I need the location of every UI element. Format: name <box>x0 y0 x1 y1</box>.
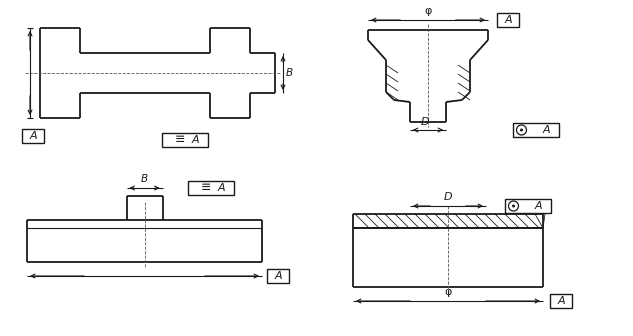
Text: φ: φ <box>444 287 452 297</box>
Bar <box>513 123 559 137</box>
Text: ≡: ≡ <box>200 181 211 195</box>
Text: ≡: ≡ <box>175 133 185 146</box>
Text: B: B <box>141 174 148 184</box>
Text: A: A <box>542 125 550 135</box>
Circle shape <box>520 128 523 131</box>
Circle shape <box>512 205 515 208</box>
Text: A: A <box>274 271 282 281</box>
Bar <box>267 269 289 283</box>
Bar <box>550 294 572 308</box>
Text: A: A <box>535 201 542 211</box>
Bar <box>22 129 44 143</box>
Bar <box>497 13 519 27</box>
Text: A: A <box>29 131 37 141</box>
Text: A: A <box>505 15 512 25</box>
Bar <box>505 199 551 213</box>
Text: D: D <box>421 117 429 127</box>
Text: A: A <box>217 183 225 193</box>
Bar <box>162 133 208 147</box>
Text: φ: φ <box>424 6 432 16</box>
Text: D: D <box>444 192 453 202</box>
Bar <box>187 181 234 195</box>
Text: A: A <box>192 135 199 145</box>
Text: A: A <box>557 296 565 306</box>
Text: B: B <box>286 68 293 78</box>
